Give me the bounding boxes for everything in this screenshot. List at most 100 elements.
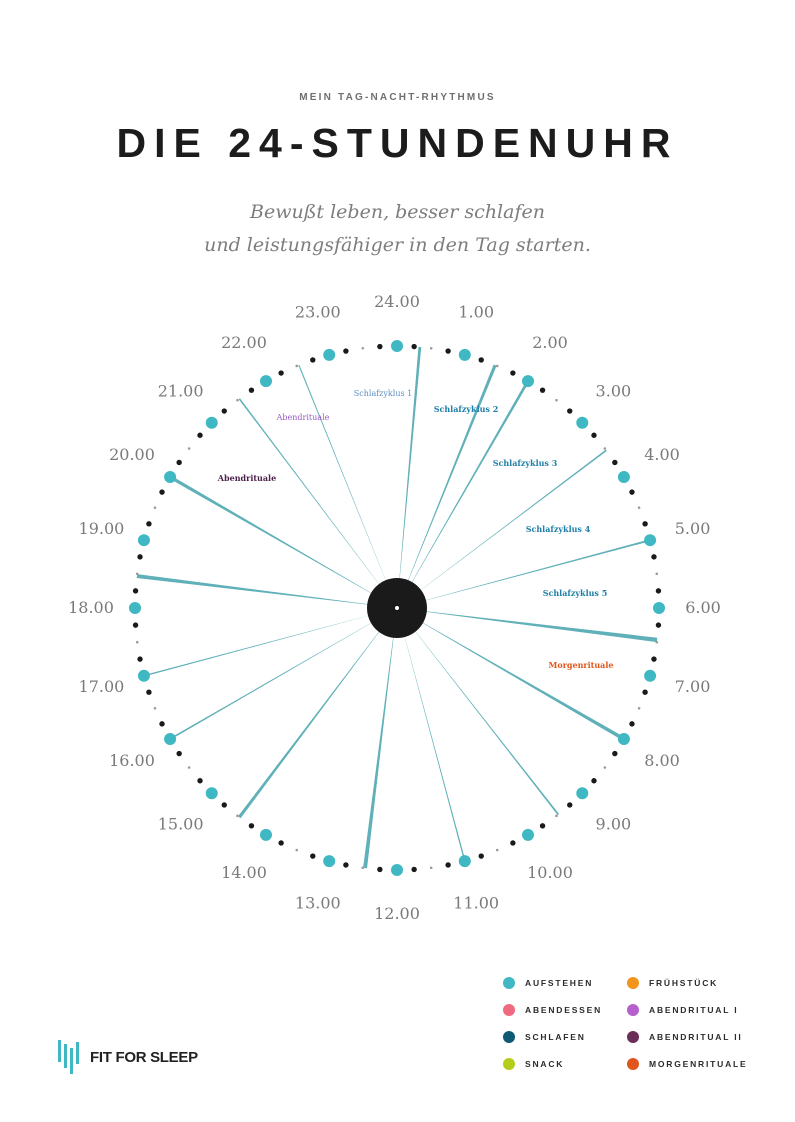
black-dot <box>591 778 597 784</box>
legend: AUFSTEHEN FRÜHSTÜCK ABENDESSEN ABENDRITUAL … <box>500 973 770 1083</box>
legend-label: ABENDESSEN <box>525 1005 603 1015</box>
hour-label: 10.00 <box>527 863 573 882</box>
grey-dot <box>655 640 659 644</box>
hour-label: 8.00 <box>644 751 680 770</box>
hour-label: 5.00 <box>675 519 711 538</box>
legend-dot <box>503 1058 515 1070</box>
black-dot <box>176 459 182 466</box>
hour-dot <box>205 416 218 429</box>
grey-dot <box>555 398 558 402</box>
black-dot <box>642 689 648 695</box>
hour-dot <box>576 416 589 429</box>
hour-label: 22.00 <box>221 333 267 352</box>
black-dot <box>343 348 349 354</box>
black-dot <box>132 588 139 594</box>
black-dot <box>411 343 417 350</box>
black-dot <box>478 357 484 363</box>
grey-dot <box>361 866 365 870</box>
clock-spoke <box>397 608 466 862</box>
hour-dot <box>137 534 150 547</box>
hour-dot <box>576 787 589 800</box>
clock-spoke <box>169 608 397 740</box>
clock-spoke <box>238 398 397 608</box>
black-dot <box>159 489 165 495</box>
hour-dot <box>522 828 534 841</box>
hour-dot <box>164 471 177 483</box>
grey-dot <box>495 364 499 368</box>
clock-spoke <box>298 364 397 608</box>
hour-dot <box>522 375 534 388</box>
grey-dot <box>153 706 157 710</box>
clock-annotation: Schlafzyklus 1 <box>354 389 412 398</box>
logo-text: FIT FOR SLEEP <box>90 1048 198 1066</box>
hour-label: 18.00 <box>68 598 114 617</box>
clock-spoke <box>238 608 397 819</box>
black-dot <box>176 750 182 757</box>
black-dot <box>310 853 316 859</box>
black-dot <box>377 343 383 350</box>
legend-item: ABENDRITUAL I <box>627 1000 738 1020</box>
clock-hour-labels: 24.00 1.00 2.00 3.00 4.00 5.00 6.00 7.00 8.00 9.0… <box>68 292 721 923</box>
clock-spoke <box>397 380 530 608</box>
clock-spoke <box>169 475 397 608</box>
black-dot <box>310 357 316 363</box>
legend-label: FRÜHSTÜCK <box>649 978 719 988</box>
hour-dot <box>391 340 403 352</box>
clock-spoke <box>363 608 397 869</box>
grey-dot <box>637 506 641 510</box>
hour-label: 23.00 <box>295 302 341 321</box>
black-dot <box>132 622 139 628</box>
legend-dot <box>627 1004 639 1016</box>
logo: FIT FOR SLEEP <box>58 1040 198 1074</box>
black-dot <box>197 432 203 438</box>
black-dot <box>539 823 546 829</box>
hour-dot <box>129 602 141 614</box>
hour-dot <box>617 733 630 745</box>
legend-item: SNACK <box>503 1054 564 1074</box>
clock-spokes <box>136 346 658 869</box>
grey-dot <box>429 866 433 870</box>
grey-dot <box>135 640 139 644</box>
black-dot <box>478 853 484 859</box>
grey-dot <box>655 572 659 576</box>
hour-label: 14.00 <box>221 863 267 882</box>
hour-dot <box>260 828 272 841</box>
black-dot <box>137 554 143 560</box>
grey-dot <box>495 848 499 852</box>
hour-label: 16.00 <box>109 751 155 770</box>
legend-label: MORGENRITUALE <box>649 1059 748 1069</box>
legend-label: SCHLAFEN <box>525 1032 586 1042</box>
clock-diagram: 24.00 1.00 2.00 3.00 4.00 5.00 6.00 7.00 8.00 9.0… <box>68 292 721 923</box>
clock-annotation: Schlafzyklus 3 <box>493 458 558 468</box>
black-dot <box>343 862 349 868</box>
hour-label: 12.00 <box>374 904 420 923</box>
clock-spoke <box>397 608 625 741</box>
grey-dot <box>429 346 433 350</box>
legend-item: ABENDRITUAL II <box>627 1027 743 1047</box>
black-dot <box>591 432 597 438</box>
hour-dot <box>323 855 336 868</box>
grey-dot <box>135 572 139 576</box>
black-dot <box>146 689 152 695</box>
legend-label: SNACK <box>525 1059 565 1069</box>
grey-dot <box>603 766 607 769</box>
grey-dot <box>637 706 641 710</box>
black-dot <box>642 521 648 527</box>
clock-spoke <box>397 608 560 816</box>
hour-label: 6.00 <box>685 598 721 617</box>
hour-label: 2.00 <box>532 333 568 352</box>
hour-label: 3.00 <box>596 382 632 401</box>
black-dot <box>539 387 546 393</box>
grey-dot <box>153 506 157 510</box>
legend-item: MORGENRITUALE <box>627 1054 747 1074</box>
clock-spoke <box>143 608 397 677</box>
subtitle-line-1: Bewußt leben, besser schlafen <box>250 201 545 223</box>
black-dot <box>159 721 165 727</box>
hour-label: 1.00 <box>458 302 494 321</box>
subtitle: Bewußt leben, besser schlafen und leistu… <box>0 196 795 262</box>
clock-spoke <box>397 364 497 608</box>
black-dot <box>510 370 516 376</box>
hour-dot <box>391 864 403 876</box>
grey-dot <box>236 398 239 402</box>
legend-item: AUFSTEHEN <box>503 973 593 993</box>
